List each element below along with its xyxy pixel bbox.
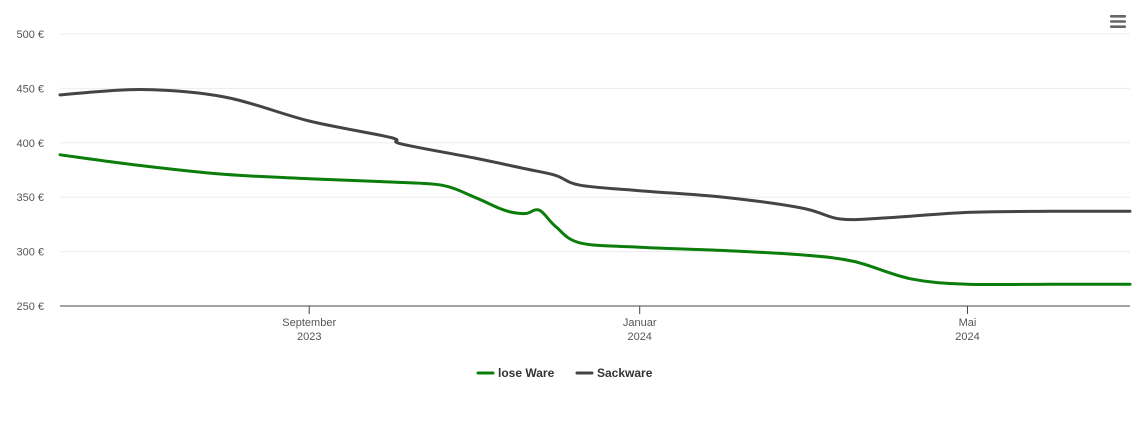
y-tick-label: 400 €: [16, 138, 44, 150]
series-lines: [58, 87, 1132, 287]
x-tick-label-month: Mai: [959, 317, 977, 329]
legend-label: lose Ware: [498, 366, 555, 380]
y-tick-label: 350 €: [16, 192, 44, 204]
y-tick-label: 250 €: [16, 301, 44, 313]
x-tick-label-year: 2024: [627, 331, 651, 343]
y-tick-label: 500 €: [16, 29, 44, 41]
x-tick-label-month: Januar: [623, 317, 657, 329]
y-tick-label: 450 €: [16, 83, 44, 95]
x-tick-label-month: September: [282, 317, 336, 329]
chart-menu-button[interactable]: [1110, 15, 1126, 28]
series-line-sackware: [58, 87, 1132, 222]
y-axis: 250 € 300 € 350 € 400 € 450 € 500 €: [16, 29, 44, 313]
x-axis: September 2023 Januar 2024 Mai 2024: [60, 305, 1130, 343]
y-tick-label: 300 €: [16, 247, 44, 259]
series-line-lose-ware: [58, 153, 1132, 287]
legend[interactable]: lose Ware Sackware: [476, 366, 653, 380]
legend-item-lose-ware[interactable]: lose Ware: [476, 366, 555, 380]
grid-lines: [60, 33, 1130, 253]
x-tick-label-year: 2024: [955, 331, 979, 343]
x-tick-label-year: 2023: [297, 331, 321, 343]
legend-item-sackware[interactable]: Sackware: [575, 366, 653, 380]
legend-label: Sackware: [597, 366, 653, 380]
hamburger-menu-icon: [1110, 15, 1126, 28]
